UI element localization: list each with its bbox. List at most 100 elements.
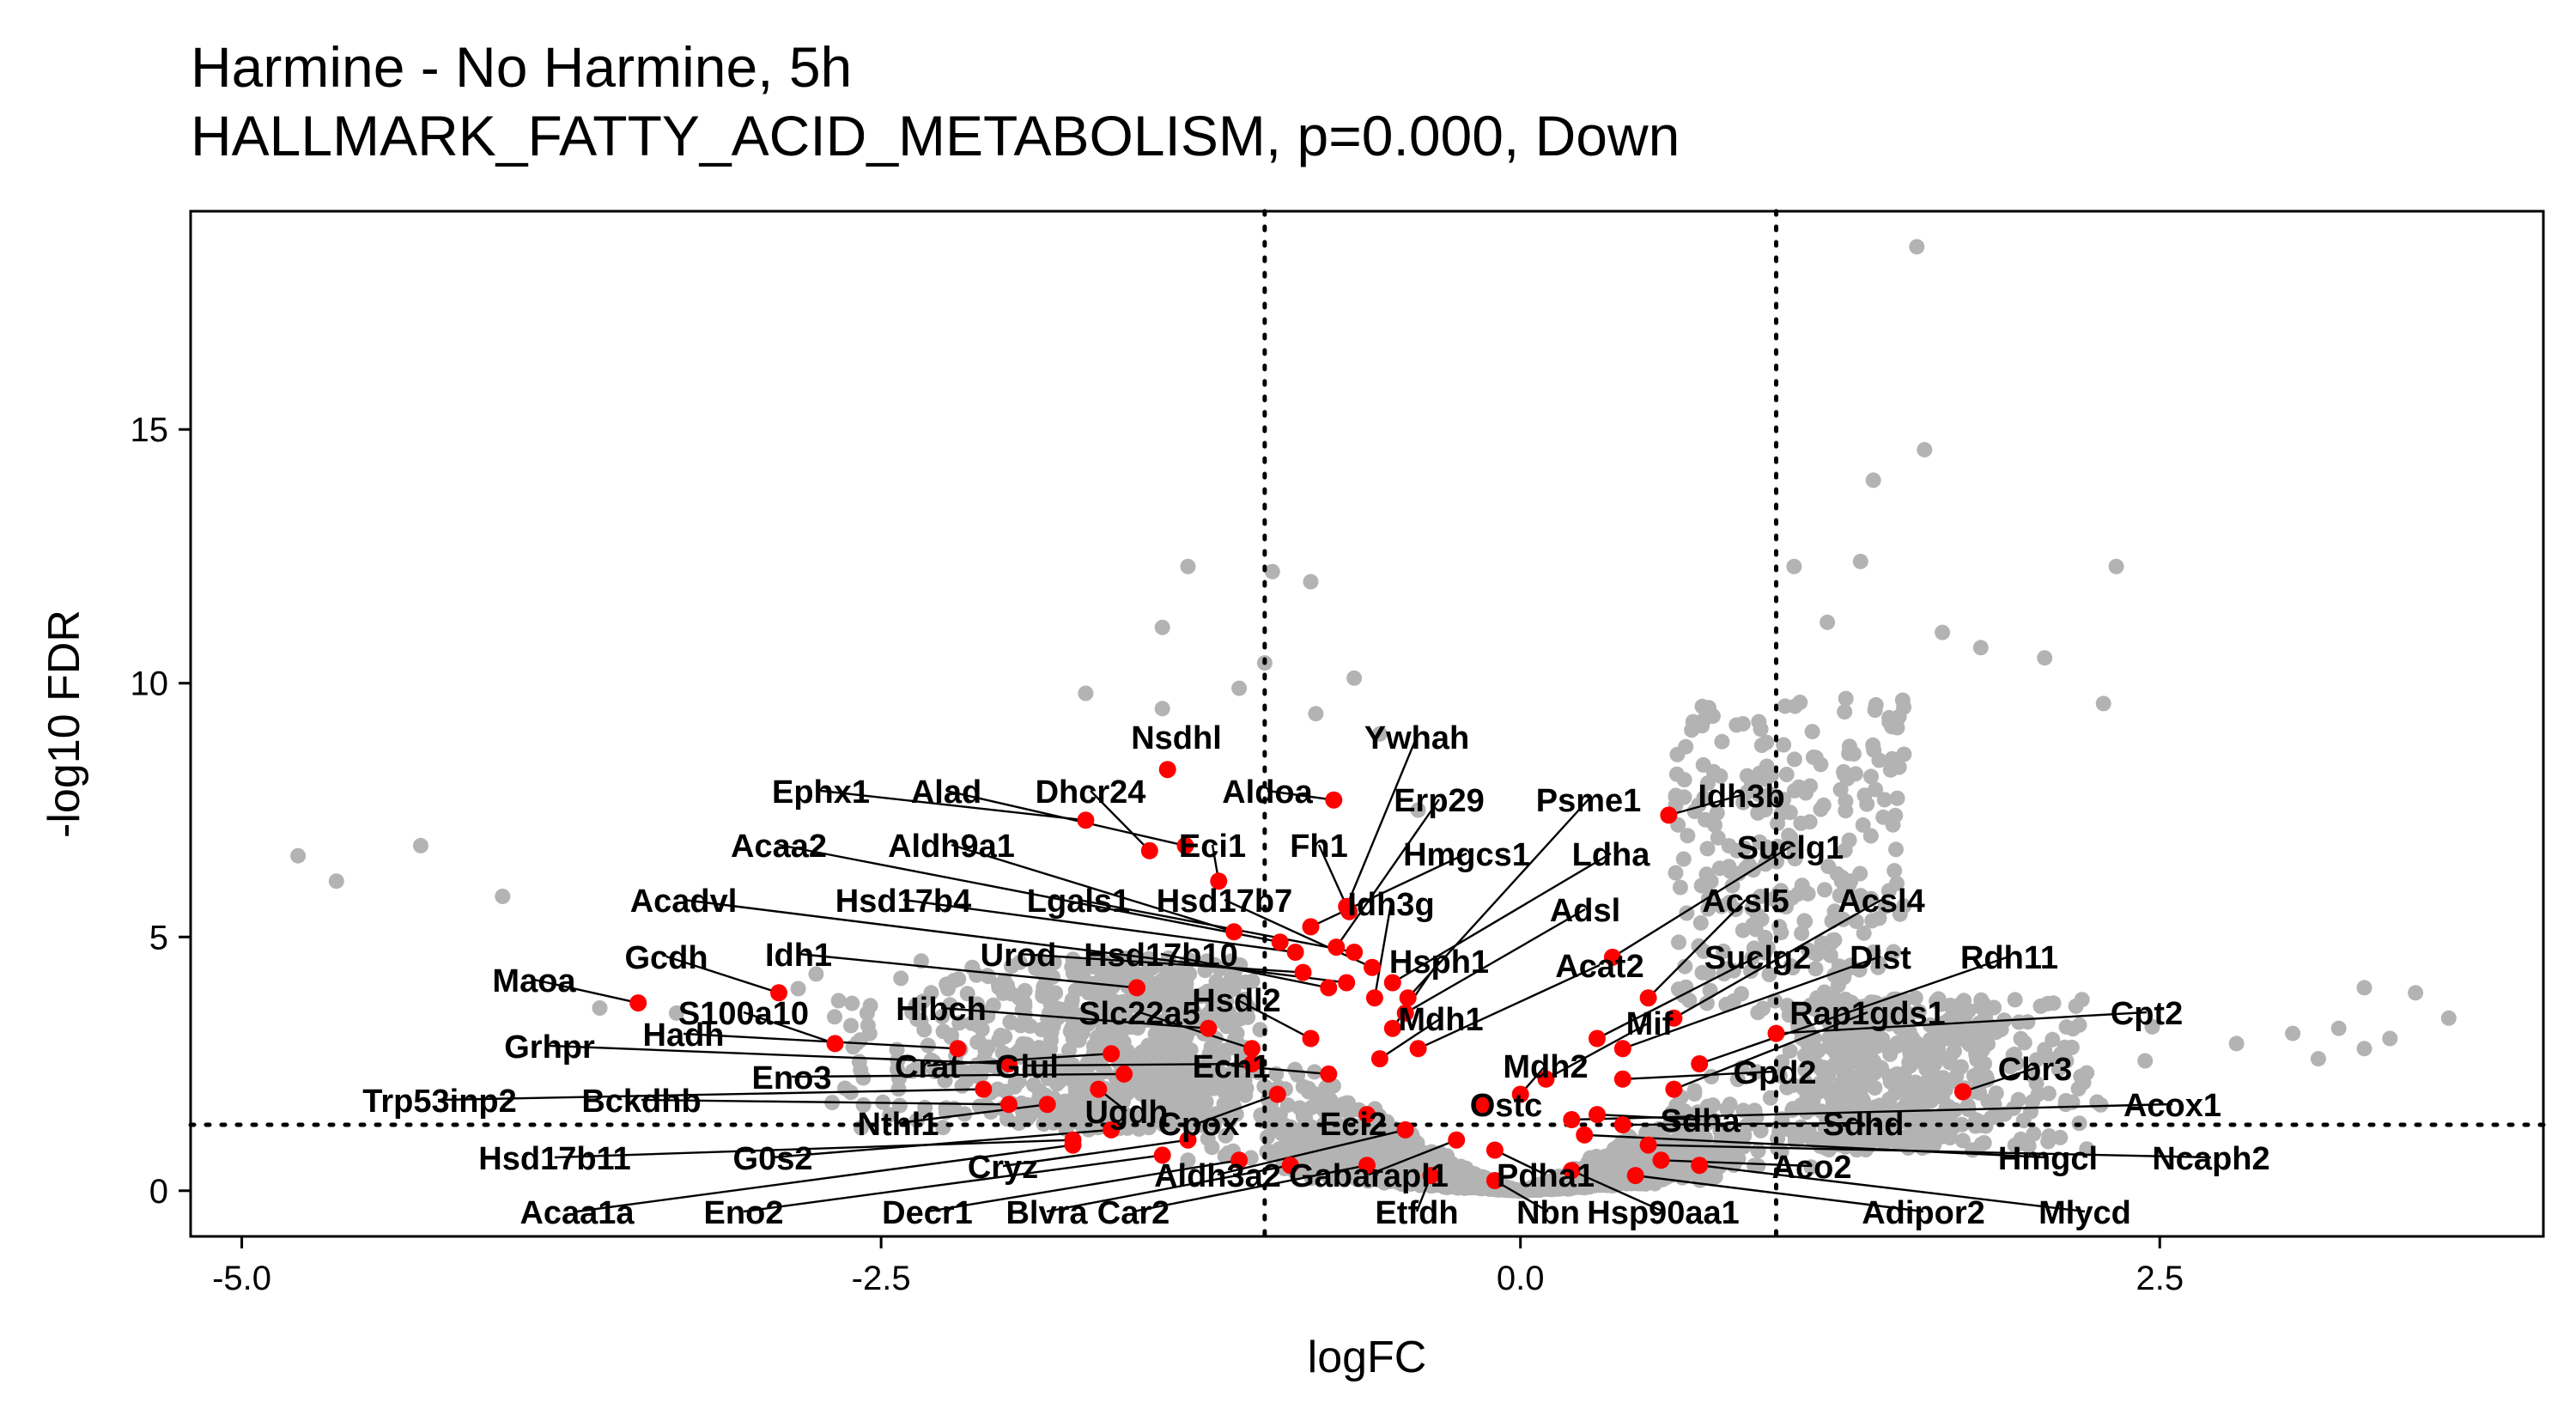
background-point — [1672, 879, 1688, 896]
chart-title: Harmine - No Harmine, 5h — [191, 35, 853, 99]
pathway-point — [1639, 1136, 1657, 1154]
pathway-point — [1325, 791, 1343, 809]
background-point — [495, 889, 511, 904]
gene-label: Pdha1 — [1497, 1158, 1595, 1194]
pathway-point — [1660, 806, 1678, 824]
pathway-point — [1140, 841, 1158, 859]
pathway-point — [1409, 1040, 1427, 1058]
background-point — [1865, 737, 1881, 753]
background-point — [2023, 1103, 2038, 1120]
background-point — [2032, 998, 2049, 1014]
background-point — [1061, 1055, 1078, 1072]
pathway-point — [1103, 1045, 1121, 1063]
gene-label: Ephx1 — [772, 774, 870, 811]
pathway-point — [1302, 918, 1320, 936]
background-point — [1710, 829, 1726, 846]
background-point — [2074, 992, 2090, 1008]
y-axis-label: -log10 FDR — [39, 610, 89, 838]
gene-label: Hmgcs1 — [1403, 837, 1530, 873]
gene-label: Blvra — [1005, 1195, 1088, 1231]
background-point — [862, 998, 878, 1014]
background-point — [1863, 768, 1879, 785]
gene-label: Erp29 — [1394, 783, 1485, 819]
pathway-point — [1364, 958, 1381, 976]
background-point — [1751, 714, 1767, 730]
pathway-point — [1589, 1106, 1606, 1124]
background-point — [1835, 1078, 1851, 1095]
background-point — [1750, 1143, 1766, 1159]
gene-label: Fh1 — [1290, 829, 1348, 865]
gene-label: Hsdl2 — [1192, 983, 1280, 1019]
background-point — [1043, 1024, 1060, 1041]
gene-label: Slc22a5 — [1078, 996, 1200, 1032]
background-point — [1287, 1061, 1303, 1078]
background-point — [1753, 738, 1770, 753]
background-point — [1078, 685, 1094, 701]
background-point — [1226, 1088, 1242, 1104]
pathway-point — [1038, 1096, 1056, 1114]
background-point — [1888, 841, 1904, 858]
background-point — [2010, 1091, 2026, 1108]
gene-label: Adsl — [1550, 893, 1620, 929]
gene-label: Ech1 — [1193, 1049, 1271, 1085]
background-point — [1453, 1171, 1469, 1187]
background-point — [1787, 1129, 1803, 1145]
background-point — [790, 981, 806, 997]
background-point — [1917, 441, 1933, 458]
background-point — [1813, 801, 1829, 817]
background-point — [1855, 817, 1871, 833]
gene-label: Bckdhb — [581, 1084, 701, 1120]
background-point — [1845, 746, 1862, 762]
pathway-point — [1613, 1116, 1631, 1133]
gene-label: Cryz — [968, 1150, 1038, 1186]
background-point — [2030, 1086, 2046, 1102]
background-point — [1063, 995, 1079, 1011]
background-point — [1022, 1018, 1038, 1034]
gene-label: Crat — [895, 1049, 960, 1085]
gene-label: Hibch — [896, 992, 987, 1028]
pathway-point — [1268, 1085, 1286, 1103]
background-point — [1946, 1044, 1962, 1060]
background-point — [844, 995, 860, 1011]
background-point — [1909, 239, 1925, 255]
gene-label: Cbr3 — [1998, 1052, 2073, 1088]
gene-label: Etfdh — [1375, 1195, 1458, 1231]
gene-label: Hsp90aa1 — [1587, 1195, 1739, 1231]
background-point — [1894, 1080, 1911, 1096]
gene-label: Hsd17b7 — [1157, 884, 1292, 920]
gene-label: Aldoa — [1222, 774, 1313, 811]
background-point — [1686, 1083, 1703, 1099]
gene-label: Acaa1a — [519, 1195, 635, 1231]
background-point — [1857, 1073, 1874, 1090]
background-point — [1154, 701, 1170, 717]
background-point — [1838, 803, 1854, 819]
gene-label: Hsd17b4 — [835, 884, 971, 920]
gene-label: Alad — [911, 774, 981, 811]
background-point — [997, 1029, 1013, 1045]
background-point — [2013, 1030, 2029, 1047]
background-point — [2011, 1014, 2027, 1030]
gene-label: Acadvl — [630, 884, 738, 920]
background-point — [1704, 1097, 1721, 1114]
background-point — [1675, 987, 1692, 1004]
background-point — [1831, 1031, 1847, 1048]
background-point — [1885, 817, 1901, 833]
background-point — [1852, 553, 1868, 569]
pathway-point — [1485, 1141, 1504, 1159]
pathway-point — [629, 994, 647, 1012]
background-point — [2108, 558, 2124, 574]
pathway-point — [1613, 1040, 1631, 1058]
gene-label: Sdhd — [1823, 1107, 1905, 1143]
gene-label: Mdh1 — [1398, 1002, 1483, 1038]
gene-label: Rap1gds1 — [1789, 996, 1946, 1032]
gene-label: Aco2 — [1772, 1150, 1852, 1186]
pathway-point — [1302, 1029, 1320, 1048]
y-tick-label: 15 — [131, 411, 169, 449]
background-point — [1601, 1170, 1618, 1187]
background-point — [2408, 985, 2424, 1001]
background-point — [1862, 1052, 1879, 1068]
gene-label: Nsdhl — [1131, 720, 1222, 756]
background-point — [1231, 680, 1248, 696]
background-point — [855, 1070, 872, 1086]
